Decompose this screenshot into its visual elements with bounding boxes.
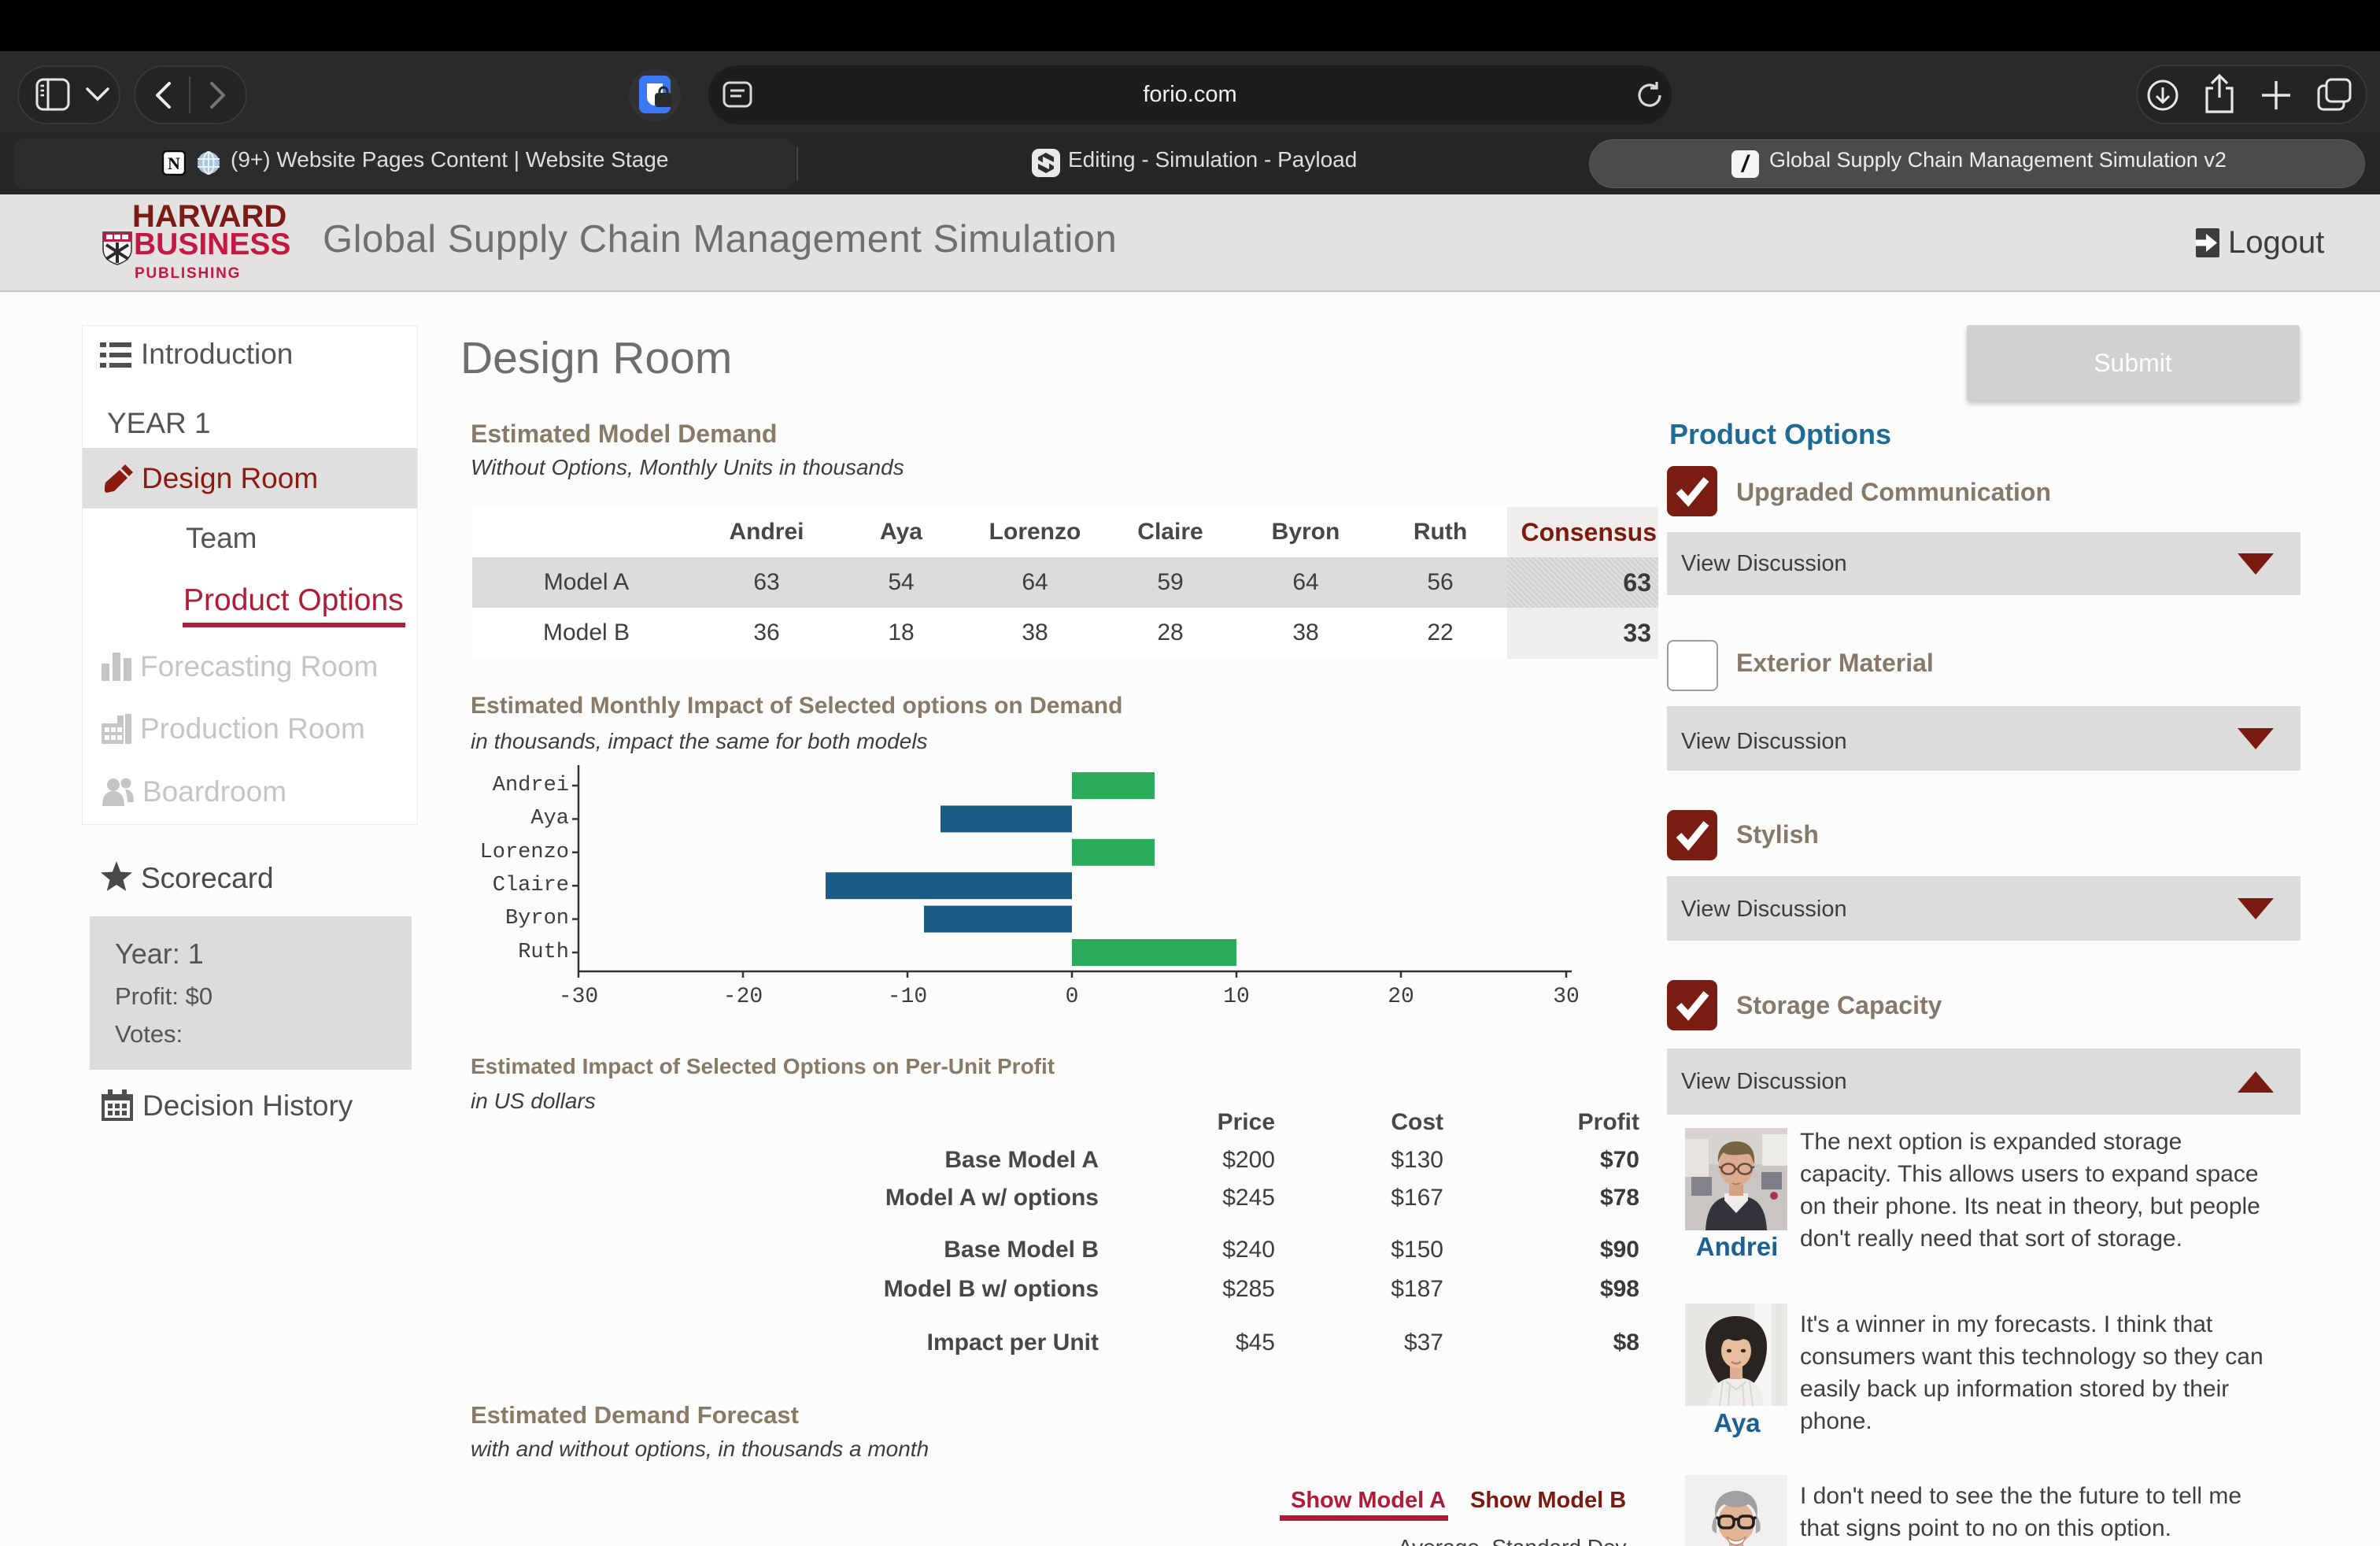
svg-text:N: N [168,153,180,173]
